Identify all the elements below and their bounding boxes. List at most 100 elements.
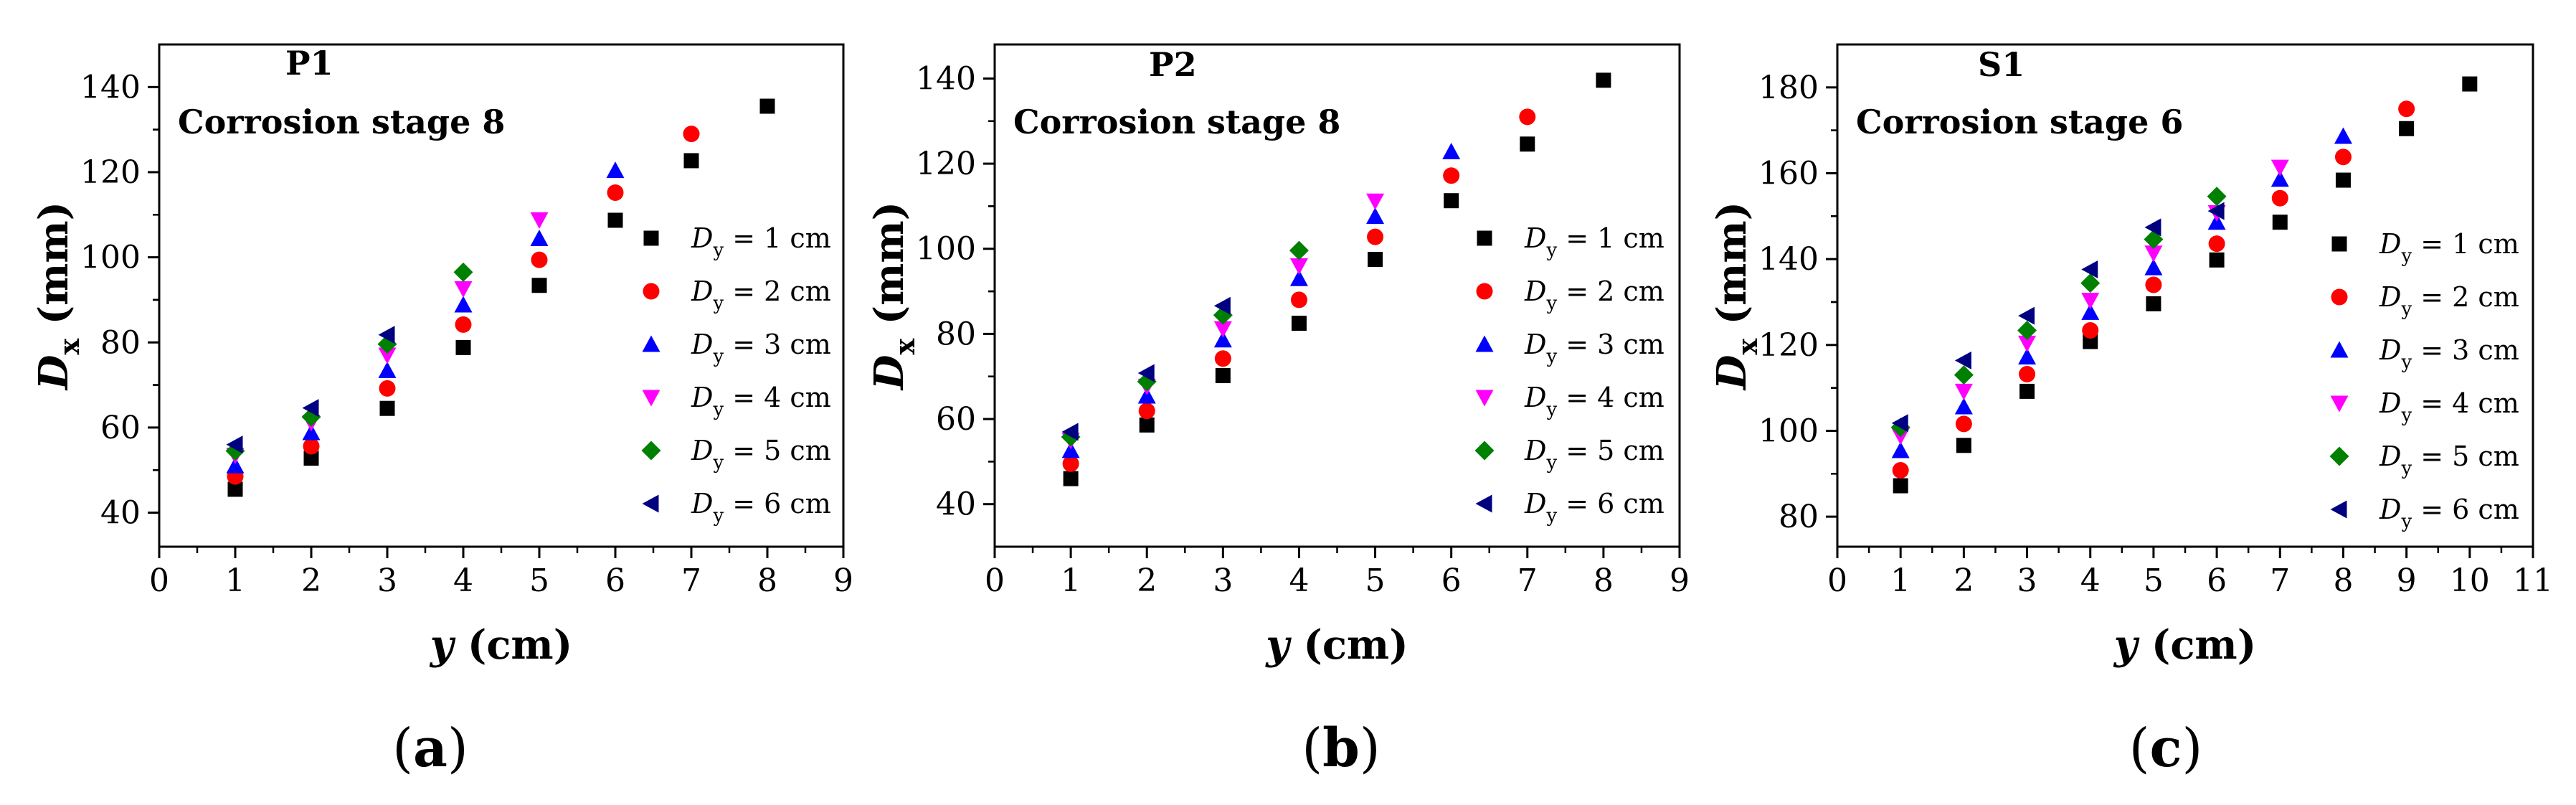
data-point: [1063, 471, 1079, 486]
legend-label-4: Dy = 4 cm: [691, 382, 831, 420]
data-point: [379, 380, 396, 397]
y-tick-label: 40: [936, 486, 976, 523]
data-point: [455, 339, 471, 355]
x-tick-label: 4: [2080, 562, 2101, 599]
x-tick-label: 3: [377, 562, 397, 599]
y-tick-label: 100: [80, 240, 141, 276]
data-point: [1444, 193, 1459, 209]
data-point: [2208, 235, 2225, 253]
data-point: [1062, 455, 1079, 472]
data-point: [759, 98, 775, 114]
panel-a-chart: 0 1 2 3 4 5 6 7 8 9 40 60 80 100 120 140 y (cm) Dx (mm) P1…: [30, 43, 853, 669]
y-tick-label: 80: [100, 324, 141, 361]
x-tick-label: 5: [2144, 562, 2164, 599]
series-4-points: [1891, 159, 2289, 446]
data-point: [2271, 189, 2288, 207]
x-tick-label: 7: [681, 562, 701, 599]
x-tick-label: 9: [833, 562, 853, 599]
x-tick-label: 2: [1954, 562, 1974, 599]
series-6-points: [226, 326, 395, 454]
x-axis-label: y (cm): [1264, 621, 1408, 669]
legend-label-3: Dy = 3 cm: [2379, 334, 2519, 373]
legend-marker-2: [2331, 288, 2348, 306]
data-point: [1139, 417, 1155, 433]
legend-label-2: Dy = 2 cm: [1524, 276, 1665, 314]
data-point: [2207, 187, 2227, 207]
y-tick-label: 180: [1758, 70, 1819, 106]
legend-label-5: Dy = 5 cm: [2379, 441, 2519, 479]
data-point: [1954, 365, 1974, 385]
x-tick-label: 5: [529, 562, 549, 599]
data-point: [683, 126, 700, 143]
data-point: [683, 153, 699, 169]
data-point: [1214, 350, 1231, 367]
chart-subtitle: Corrosion stage 6: [1856, 103, 2183, 141]
legend: Dy = 1 cm Dy = 2 cm Dy = 3 cm Dy = 4 cm Dy =…: [2329, 228, 2519, 532]
panel-caption-b: (b): [1302, 717, 1381, 779]
series-3-points: [1061, 142, 1461, 458]
data-point: [530, 212, 549, 229]
legend-marker-2: [643, 283, 660, 300]
x-tick-label: 5: [1365, 562, 1386, 599]
legend-marker-4: [2330, 395, 2349, 413]
legend-marker-4: [642, 390, 660, 407]
data-point: [378, 326, 395, 344]
x-tick-label: 3: [2017, 562, 2037, 599]
data-point: [2399, 121, 2415, 136]
legend-label-3: Dy = 3 cm: [691, 329, 831, 367]
series-2-points: [1062, 108, 1536, 472]
y-axis-label: Dx (mm): [30, 202, 85, 391]
legend-marker-3: [642, 335, 660, 352]
data-point: [2270, 159, 2289, 176]
data-point: [531, 278, 547, 293]
data-point: [606, 161, 625, 179]
series-3-points: [1891, 127, 2352, 458]
data-point: [1596, 72, 1611, 88]
legend-label-2: Dy = 2 cm: [691, 276, 831, 314]
x-tick-label: 6: [1441, 562, 1462, 599]
legend-marker-1: [1477, 230, 1492, 246]
data-point: [302, 423, 321, 441]
data-point: [378, 361, 397, 378]
data-point: [531, 251, 548, 268]
data-point: [1954, 383, 1973, 400]
x-tick-label: 10: [2450, 562, 2490, 599]
legend-label-4: Dy = 4 cm: [2379, 387, 2519, 426]
legend-label-6: Dy = 6 cm: [691, 488, 831, 527]
legend-label-4: Dy = 4 cm: [1524, 382, 1665, 420]
data-point: [1213, 296, 1231, 315]
x-tick-label: 3: [1213, 562, 1233, 599]
legend-marker-4: [1475, 390, 1494, 407]
y-tick-label: 120: [1758, 327, 1819, 364]
data-point: [227, 481, 243, 497]
series-1-points: [1063, 72, 1611, 486]
data-point: [1289, 269, 1308, 286]
series-5-points: [1061, 240, 1309, 447]
data-point: [2019, 383, 2035, 399]
data-point: [1215, 368, 1231, 384]
data-point: [1893, 478, 1908, 494]
series-6-points: [1891, 202, 2225, 433]
series-2-points: [1892, 100, 2415, 479]
data-point: [1954, 397, 1973, 415]
data-point: [455, 316, 472, 333]
y-tick-label: 60: [936, 401, 976, 438]
data-point: [2018, 335, 2037, 352]
legend-label-5: Dy = 5 cm: [691, 435, 831, 474]
data-point: [1955, 415, 1972, 433]
x-tick-label: 2: [1137, 562, 1157, 599]
legend-label-1: Dy = 1 cm: [1524, 222, 1665, 261]
data-point: [1061, 441, 1080, 458]
data-point: [2144, 245, 2163, 263]
x-tick-label: 4: [453, 562, 473, 599]
y-tick-label: 120: [80, 154, 141, 191]
x-tick-label: 7: [2270, 562, 2290, 599]
legend-label-2: Dy = 2 cm: [2379, 281, 2519, 320]
legend-marker-1: [2331, 236, 2347, 252]
data-point: [1519, 108, 1536, 126]
data-point: [2146, 296, 2161, 311]
data-point: [2019, 365, 2036, 382]
panel-c-chart: 0 1 2 3 4 5 6 7 8 9 10 11 80 100 120 140 160 180 y (cm) Dx …: [1708, 43, 2553, 669]
x-tick-label: 7: [1517, 562, 1538, 599]
